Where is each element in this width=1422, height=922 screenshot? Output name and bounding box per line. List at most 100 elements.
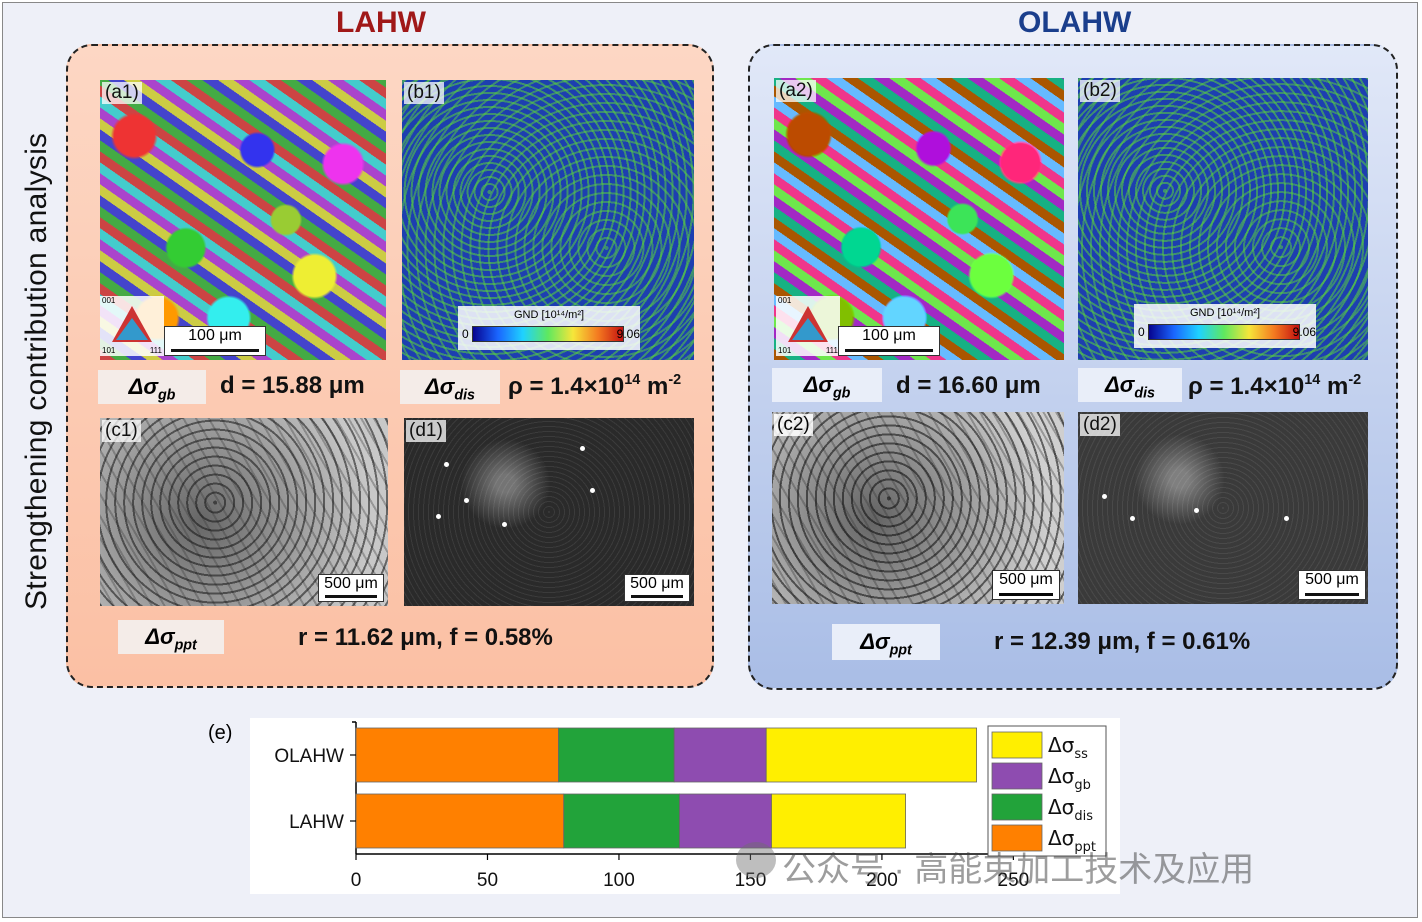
gnd-colorbar-max: 9.06 <box>1292 325 1316 339</box>
lahw-c-scalebar: 500 μm <box>318 574 384 602</box>
category-label-lahw: LAHW <box>289 812 344 833</box>
scalebar-label: 100 μm <box>188 327 242 344</box>
rho-unit: m <box>640 373 669 401</box>
rho-exp: 14 <box>1304 372 1321 388</box>
lahw-a-scalebar: 100 μm <box>164 326 266 356</box>
rho-prefix: ρ = 1.4×10 <box>1188 373 1305 401</box>
lahw-sem-image: (d1) 500 μm <box>404 418 694 606</box>
lahw-c-tag: (c1) <box>102 420 141 442</box>
x-tick-label: 200 <box>866 870 898 891</box>
bar-olahw-gb <box>673 727 767 783</box>
precipitate <box>590 488 595 493</box>
lahw-d-tag: (d1) <box>406 420 446 442</box>
olahw-b-tag: (b2) <box>1080 80 1120 102</box>
legend-swatch-ppt <box>991 824 1043 852</box>
legend-swatch-gb <box>991 762 1043 790</box>
x-tick-label: 150 <box>735 870 767 891</box>
lahw-gb-symbol: Δσgb <box>98 370 206 404</box>
precipitate <box>444 462 449 467</box>
olahw-title: OLAHW <box>1018 6 1132 39</box>
rho-exp: 14 <box>624 372 641 388</box>
x-tick-label: 100 <box>603 870 635 891</box>
lahw-a-tag: (a1) <box>102 82 142 104</box>
olahw-grain-size: d = 16.60 μm <box>896 372 1041 399</box>
symbol-main: Δσ <box>145 624 175 649</box>
lahw-b-tag: (b1) <box>404 82 444 104</box>
rho-unit-exp: -2 <box>1348 372 1362 388</box>
symbol-main: Δσ <box>424 374 455 399</box>
lahw-gnd-colorbar: GND [10¹⁴/m²] 0 9.06 <box>458 306 640 350</box>
olahw-sem-image: (d2) 500 μm <box>1078 412 1368 604</box>
lahw-precipitate-params: r = 11.62 μm, f = 0.58% <box>298 624 553 651</box>
bar-olahw-dis <box>558 727 675 783</box>
x-tick-label: 0 <box>351 870 362 891</box>
precipitate <box>436 514 441 519</box>
lahw-tem-image: (c1) 500 μm <box>100 418 388 606</box>
symbol-main: Δσ <box>803 372 833 397</box>
symbol-main: Δσ <box>860 629 890 654</box>
precipitate <box>502 522 507 527</box>
olahw-gnd-colorbar: GND [10¹⁴/m²] 0 9.06 <box>1134 304 1316 348</box>
scalebar-label: 500 μm <box>630 575 684 592</box>
bar-olahw-ss <box>765 727 977 783</box>
olahw-dislocation-density: ρ = 1.4×1014 m-2 <box>1188 372 1361 401</box>
precipitate <box>1194 508 1199 513</box>
x-tick-label: 50 <box>477 870 498 891</box>
symbol-sub: gb <box>832 385 851 402</box>
precipitate <box>1102 494 1107 499</box>
scalebar-label: 500 μm <box>1305 571 1359 588</box>
contribution-chart: OLAHW LAHW 0 50 100 150 200 250 Δσss Δσgb Δσdis Δσp… <box>250 718 1120 894</box>
symbol-main: Δσ <box>128 374 158 399</box>
rho-prefix: ρ = 1.4×10 <box>508 373 625 401</box>
x-tick-label: 250 <box>998 870 1030 891</box>
ipf-label-001: 001 <box>102 296 116 305</box>
lahw-ebsd-map: (a1) 001 101 111 100 μm <box>100 80 386 360</box>
lahw-ipf-legend: 001 101 111 <box>100 296 164 356</box>
olahw-ppt-symbol: Δσppt <box>832 624 940 660</box>
rho-unit-exp: -2 <box>668 372 682 388</box>
olahw-ipf-legend: 001 101 111 <box>776 296 840 356</box>
bar-lahw-gb <box>679 793 772 849</box>
olahw-c-tag: (c2) <box>774 414 813 436</box>
symbol-sub: gb <box>157 387 176 404</box>
gnd-colorbar-title: GND [10¹⁴/m²] <box>513 309 585 321</box>
bar-lahw-ppt <box>355 793 565 849</box>
precipitate <box>1284 516 1289 521</box>
lahw-dislocation-density: ρ = 1.4×1014 m-2 <box>508 372 681 401</box>
olahw-precipitate-params: r = 12.39 μm, f = 0.61% <box>994 628 1251 655</box>
olahw-a-scalebar: 100 μm <box>838 326 940 356</box>
ipf-label-101: 101 <box>778 346 792 355</box>
gnd-colorbar-min: 0 <box>1138 325 1145 339</box>
olahw-gb-symbol: Δσgb <box>772 368 882 402</box>
precipitate <box>464 498 469 503</box>
ipf-label-101: 101 <box>102 346 116 355</box>
symbol-sub: ppt <box>174 637 197 654</box>
ipf-label-111: 111 <box>149 346 162 355</box>
lahw-grain-size: d = 15.88 μm <box>220 372 365 399</box>
symbol-sub: ppt <box>889 642 912 659</box>
olahw-gnd-map: (b2) GND [10¹⁴/m²] 0 9.06 <box>1078 78 1368 360</box>
olahw-dis-symbol: Δσdis <box>1078 368 1182 402</box>
scalebar-label: 500 μm <box>324 575 378 592</box>
rho-unit: m <box>1320 373 1349 401</box>
lahw-d-scalebar: 500 μm <box>624 574 690 602</box>
side-title: Strengthening contribution analysis <box>20 132 53 610</box>
olahw-d-tag: (d2) <box>1080 414 1120 436</box>
symbol-sub: dis <box>454 387 476 404</box>
symbol-sub: dis <box>1134 385 1156 402</box>
olahw-d-scalebar: 500 μm <box>1298 570 1366 600</box>
scalebar-label: 500 μm <box>999 571 1053 588</box>
ipf-label-001: 001 <box>778 296 792 305</box>
gnd-colorbar-title: GND [10¹⁴/m²] <box>1189 307 1261 319</box>
bar-lahw-dis <box>563 793 680 849</box>
gnd-colorbar-max: 9.06 <box>616 327 640 341</box>
lahw-gnd-map: (b1) GND [10¹⁴/m²] 0 9.06 <box>402 80 694 360</box>
precipitate <box>1130 516 1135 521</box>
bar-olahw-ppt <box>355 727 559 783</box>
olahw-a-tag: (a2) <box>776 80 816 102</box>
category-label-olahw: OLAHW <box>274 746 344 767</box>
scalebar-label: 100 μm <box>862 327 916 344</box>
wechat-icon <box>736 842 776 878</box>
gnd-colorbar-min: 0 <box>462 327 469 341</box>
